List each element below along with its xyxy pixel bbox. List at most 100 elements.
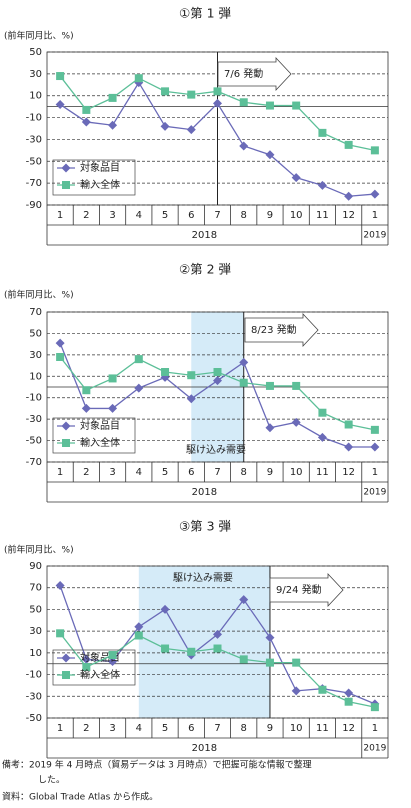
point <box>213 87 222 96</box>
point <box>108 120 118 130</box>
x-tick-label: 6 <box>188 467 194 478</box>
legend-label: 輸入全体 <box>80 668 120 681</box>
point <box>291 173 301 183</box>
legend-marker <box>62 671 70 679</box>
y-tick-label: -10 <box>26 393 42 404</box>
point <box>81 654 91 664</box>
x-tick-label: 2 <box>83 723 89 734</box>
x-tick-label: 7 <box>214 723 220 734</box>
legend-box <box>52 649 136 686</box>
y-tick-label: 30 <box>29 350 42 361</box>
point <box>134 74 143 83</box>
point <box>213 376 222 386</box>
point <box>370 442 380 452</box>
y-tick-label: 50 <box>29 328 42 339</box>
event-label: 8/23 発動 <box>251 323 297 336</box>
point <box>82 105 91 114</box>
point <box>318 685 327 694</box>
x-tick-label: 10 <box>290 723 303 734</box>
event-label: 7/6 発動 <box>224 67 263 80</box>
point <box>186 394 196 404</box>
point <box>370 189 380 199</box>
point <box>108 651 117 660</box>
point <box>134 383 144 393</box>
point <box>186 125 196 135</box>
point <box>265 423 275 433</box>
x-tick-label: 9 <box>267 467 273 478</box>
x-tick-label: 8 <box>241 467 247 478</box>
point <box>108 403 118 413</box>
x-tick-label: 6 <box>188 723 194 734</box>
point <box>292 381 301 390</box>
point <box>55 99 65 109</box>
x-tick-label: 7 <box>214 467 220 478</box>
point <box>187 90 196 99</box>
point <box>56 353 65 361</box>
x-tick-label: 5 <box>162 210 168 221</box>
point <box>239 595 249 605</box>
x-tick-label: 12 <box>342 467 355 478</box>
point <box>239 655 248 664</box>
point <box>344 697 353 706</box>
y-tick-label: -10 <box>26 113 42 124</box>
legend-label: 対象品目 <box>80 161 120 174</box>
point <box>239 98 248 107</box>
y-tick-label: -70 <box>26 178 42 189</box>
x-tick-label: 1 <box>372 210 378 221</box>
x-tick-label: 7 <box>214 210 220 221</box>
y-tick-label: -30 <box>26 691 42 702</box>
y-tick-label: 10 <box>29 91 42 102</box>
x-tick-label: 10 <box>290 210 303 221</box>
point <box>265 658 274 667</box>
point <box>317 180 327 190</box>
point <box>134 355 143 364</box>
legend-marker <box>61 163 71 173</box>
event-arrow <box>217 56 292 92</box>
legend-marker <box>62 439 70 447</box>
y-tick-label: 30 <box>29 626 42 637</box>
x-tick-label: 11 <box>316 467 329 478</box>
chart-title: ①第 1 弾 <box>179 6 231 21</box>
x-tick-label: 11 <box>316 723 329 734</box>
x-tick-label: 4 <box>136 210 142 221</box>
x-tick-label: 1 <box>57 210 63 221</box>
y-tick-label: -30 <box>26 414 42 425</box>
x-tick-label: 1 <box>57 467 63 478</box>
x-tick-label: 1 <box>57 723 63 734</box>
point <box>134 631 143 640</box>
point <box>161 644 170 653</box>
point <box>344 191 354 201</box>
point <box>318 408 327 417</box>
point <box>370 703 379 712</box>
legend-box <box>52 417 136 454</box>
y-tick-label: -70 <box>26 457 42 468</box>
point <box>160 604 170 614</box>
y-tick-label: 10 <box>29 371 42 382</box>
point <box>239 378 248 387</box>
x-tick-label: 1 <box>372 723 378 734</box>
x-tick-label: 8 <box>241 210 247 221</box>
year-label: 2019 <box>363 488 386 498</box>
point <box>265 101 274 110</box>
year-label: 2019 <box>363 744 386 754</box>
x-tick-label: 3 <box>109 723 115 734</box>
event-arrow <box>269 572 344 608</box>
y-tick-label: 90 <box>29 561 42 572</box>
point <box>292 658 301 667</box>
point <box>239 141 249 151</box>
x-tick-label: 2 <box>83 210 89 221</box>
x-tick-label: 5 <box>162 467 168 478</box>
legend-label: 輸入全体 <box>80 436 120 449</box>
point <box>161 87 170 96</box>
x-tick-label: 3 <box>109 210 115 221</box>
x-tick-label: 4 <box>136 467 142 478</box>
x-tick-label: 10 <box>290 467 303 478</box>
point <box>344 688 354 698</box>
note: した。 <box>38 775 65 786</box>
point <box>213 644 222 653</box>
point <box>265 633 275 643</box>
chart-title: ②第 2 弾 <box>179 262 231 277</box>
year-label: 2018 <box>192 230 217 241</box>
